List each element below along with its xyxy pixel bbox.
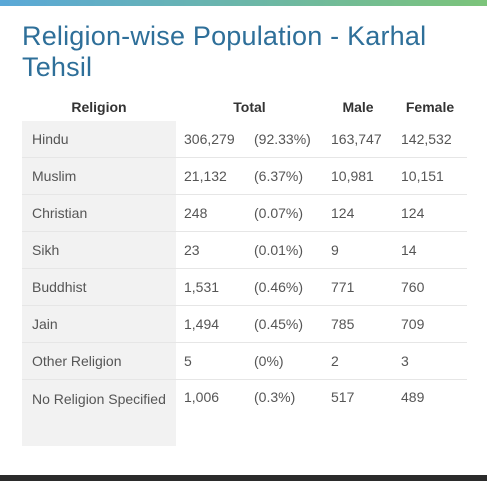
- cell-female: 709: [393, 305, 467, 343]
- cell-male: 9: [323, 231, 393, 269]
- cell-total: 5: [176, 342, 246, 380]
- table-row: Buddhist 1,531 (0.46%) 771 760: [22, 268, 467, 306]
- table-row: No Religion Specified 1,006 (0.3%) 517 4…: [22, 379, 467, 446]
- cell-percent: (6.37%): [246, 157, 323, 195]
- religion-table: Religion Total Male Female Hindu 306,279…: [22, 92, 467, 446]
- header-religion: Religion: [71, 98, 127, 115]
- header-total: Total: [233, 98, 266, 115]
- cell-total: 1,006: [176, 379, 246, 446]
- header-female: Female: [405, 98, 455, 115]
- cell-total: 306,279: [184, 131, 235, 147]
- cell-female: 124: [393, 194, 467, 232]
- cell-male: 2: [323, 342, 393, 380]
- cell-religion: No Religion Specified: [22, 379, 176, 446]
- table-row: Christian 248 (0.07%) 124 124: [22, 194, 467, 232]
- bottom-bar: [0, 475, 487, 481]
- cell-percent: (0%): [246, 342, 323, 380]
- header-male: Male: [342, 98, 374, 115]
- table-row: Muslim 21,132 (6.37%) 10,981 10,151: [22, 157, 467, 195]
- cell-female: 760: [393, 268, 467, 306]
- cell-religion: Other Religion: [22, 342, 176, 380]
- table-body: Hindu 306,279 (92.33%) 163,747 142,532 M…: [22, 121, 467, 446]
- table-header-row: Religion Total Male Female: [22, 92, 467, 121]
- table-row: Hindu 306,279 (92.33%) 163,747 142,532: [22, 121, 467, 158]
- table-row: Other Religion 5 (0%) 2 3: [22, 342, 467, 380]
- cell-religion: Buddhist: [22, 268, 176, 306]
- cell-percent: (0.45%): [246, 305, 323, 343]
- cell-male: 10,981: [323, 157, 393, 195]
- cell-percent: (0.3%): [246, 379, 323, 446]
- cell-male: 517: [323, 379, 393, 446]
- table-row: Jain 1,494 (0.45%) 785 709: [22, 305, 467, 343]
- cell-total: 1,494: [176, 305, 246, 343]
- cell-religion: Hindu: [22, 121, 176, 158]
- cell-total: 23: [176, 231, 246, 269]
- cell-total: 248: [176, 194, 246, 232]
- cell-male: 163,747: [331, 131, 382, 147]
- cell-percent: (0.01%): [246, 231, 323, 269]
- table-row: Sikh 23 (0.01%) 9 14: [22, 231, 467, 269]
- cell-female: 3: [393, 342, 467, 380]
- cell-male: 785: [323, 305, 393, 343]
- cell-religion: Sikh: [22, 231, 176, 269]
- cell-female: 142,532: [401, 131, 452, 147]
- cell-male: 771: [323, 268, 393, 306]
- cell-percent: (0.46%): [246, 268, 323, 306]
- cell-total: 1,531: [176, 268, 246, 306]
- page-title: Religion-wise Population - Karhal Tehsil: [22, 21, 427, 82]
- cell-total: 21,132: [176, 157, 246, 195]
- top-accent-bar: [0, 0, 487, 6]
- cell-female: 14: [393, 231, 467, 269]
- cell-religion: Jain: [22, 305, 176, 343]
- cell-male: 124: [323, 194, 393, 232]
- cell-percent: (92.33%): [254, 131, 311, 147]
- cell-religion: Muslim: [22, 157, 176, 195]
- cell-female: 10,151: [393, 157, 467, 195]
- cell-religion: Christian: [22, 194, 176, 232]
- cell-female: 489: [393, 379, 467, 446]
- cell-percent: (0.07%): [246, 194, 323, 232]
